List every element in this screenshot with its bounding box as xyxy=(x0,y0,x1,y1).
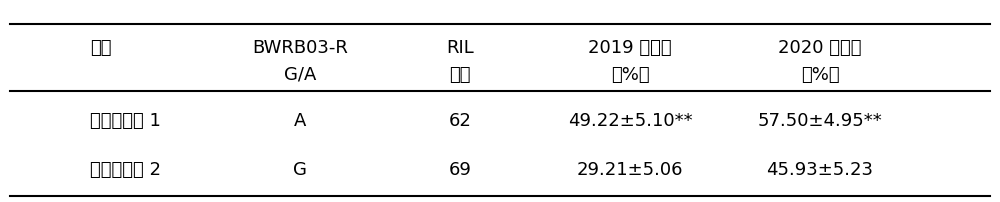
Text: 62: 62 xyxy=(449,112,471,130)
Text: 基因型分类 2: 基因型分类 2 xyxy=(90,161,161,179)
Text: RIL: RIL xyxy=(446,39,474,58)
Text: BWRB03-R: BWRB03-R xyxy=(252,39,348,58)
Text: 个数: 个数 xyxy=(449,66,471,84)
Text: 69: 69 xyxy=(449,161,471,179)
Text: （%）: （%） xyxy=(611,66,649,84)
Text: G/A: G/A xyxy=(284,66,316,84)
Text: 2020 成活率: 2020 成活率 xyxy=(778,39,862,58)
Text: 基因型分类 1: 基因型分类 1 xyxy=(90,112,161,130)
Text: 29.21±5.06: 29.21±5.06 xyxy=(577,161,683,179)
Text: 49.22±5.10**: 49.22±5.10** xyxy=(568,112,692,130)
Text: 标记: 标记 xyxy=(90,39,112,58)
Text: （%）: （%） xyxy=(801,66,839,84)
Text: G: G xyxy=(293,161,307,179)
Text: 57.50±4.95**: 57.50±4.95** xyxy=(758,112,882,130)
Text: 2019 成活率: 2019 成活率 xyxy=(588,39,672,58)
Text: A: A xyxy=(294,112,306,130)
Text: 45.93±5.23: 45.93±5.23 xyxy=(767,161,874,179)
